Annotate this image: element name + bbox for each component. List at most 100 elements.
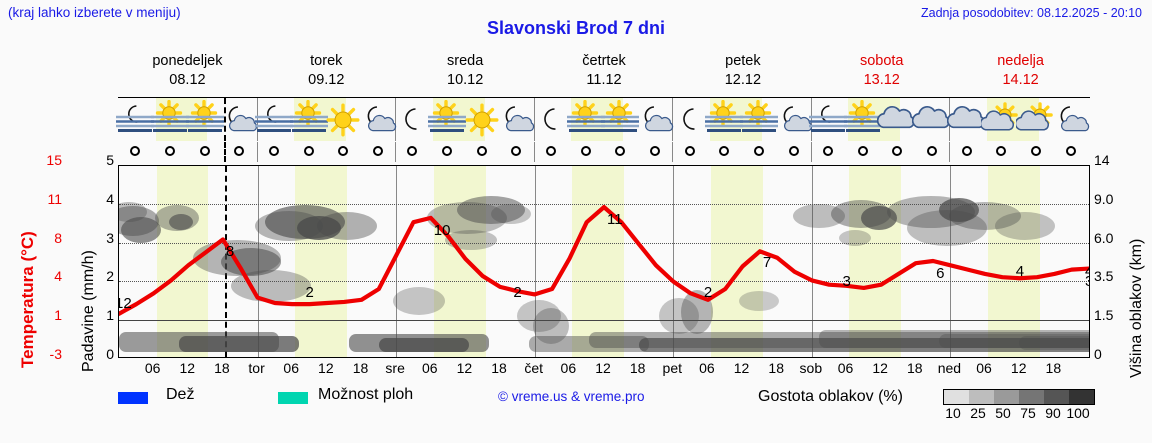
moon-fog-icon: [808, 100, 848, 140]
time-tick-label: 06: [421, 360, 438, 376]
day-header-2: torek 09.12: [257, 52, 396, 92]
hour-marker-dot: [234, 146, 245, 156]
weather-icon-strip: [115, 97, 1091, 141]
time-tick-label: sob: [799, 360, 823, 376]
hour-marker-dot: [511, 146, 522, 156]
temperature-value-label: 6: [936, 265, 945, 282]
axis-tick-label: 4: [54, 268, 62, 285]
cloud-density-blob: [169, 214, 193, 230]
low-cloud-layer: [379, 338, 469, 352]
sun-fog-icon: [600, 99, 640, 140]
cloud-density-blob: [231, 270, 311, 302]
day-header-3: sreda 10.12: [396, 52, 535, 92]
hour-marker-row: [118, 142, 1090, 162]
daylight-band: [572, 166, 625, 357]
daylight-band: [295, 166, 348, 357]
time-tick-label: 06: [837, 360, 854, 376]
moon-icon: [392, 100, 432, 140]
low-cloud-layer: [819, 330, 1089, 348]
moon-fog-icon: [115, 100, 155, 140]
low-cloud-layer: [1019, 336, 1089, 350]
cloud-density-scale-labels: 10 25 50 75 90 100: [936, 405, 1106, 423]
cloud-density-blob: [393, 287, 445, 315]
day-separator: [672, 98, 674, 141]
cloud-density-step-label: 90: [1045, 405, 1061, 421]
grid-line: [119, 242, 1089, 244]
time-tick-label: tor: [248, 360, 265, 376]
moon-icon: [531, 100, 571, 140]
cloud-density-blob: [119, 202, 147, 222]
time-tick-label: 12: [872, 360, 888, 376]
time-tick-label: 18: [491, 360, 507, 376]
time-tick-label: 06: [560, 360, 577, 376]
cloud-height-axis-ticks: 14 9.0 6.0 3.5 1.5 0: [1092, 152, 1132, 375]
day-date: 11.12: [586, 72, 622, 88]
day-separator: [256, 98, 258, 141]
day-separator: [395, 98, 397, 141]
cloud-density-blob: [939, 198, 979, 222]
cloud-density-blob: [659, 298, 699, 334]
showers-legend-swatch: [278, 392, 308, 404]
day-header-6: sobota 13.12: [812, 52, 951, 92]
temperature-value-label: 7: [762, 254, 772, 272]
cloud-density-blob: [739, 291, 779, 311]
sun-fog-icon: [150, 99, 190, 140]
moon-cloud-icon: [1051, 100, 1091, 140]
cloud-density-step-label: 100: [1066, 405, 1090, 421]
time-tick-label: 18: [1045, 360, 1062, 376]
hour-marker-dot: [338, 146, 349, 156]
time-tick-label: 12: [595, 360, 611, 376]
cloud-density-step: [969, 390, 994, 404]
time-tick-label: 12: [179, 360, 196, 376]
time-tick-label: 18: [352, 360, 369, 376]
time-tick-label: pet: [662, 360, 683, 376]
time-tick-label: 06: [144, 360, 161, 376]
time-axis-ticks: 06 12 18 tor 06 12 18 sre 06 12 18 čet 06 12 18 pet 06 12…: [118, 360, 1090, 380]
last-updated-text: Zadnja posodobitev: 08.12.2025 - 20:10: [920, 6, 1142, 20]
temperature-value-label: 4: [1085, 263, 1089, 280]
axis-tick-label: 15: [46, 152, 62, 168]
time-tick-label: ned: [937, 360, 962, 376]
axis-tick-label: 11: [47, 190, 62, 207]
weather-chart-plot: 12821021127364534: [118, 165, 1090, 358]
page-title: Slavonski Brod 7 dni: [486, 18, 666, 38]
cloud-density-title: Gostota oblakov (%): [758, 388, 903, 405]
day-header-5: petek 12.12: [673, 52, 812, 92]
temperature-value-label: 2: [703, 284, 713, 302]
temperature-line: [119, 205, 1089, 316]
day-date: 08.12: [169, 72, 206, 88]
time-tick-label: 06: [699, 360, 715, 376]
day-separator: [396, 166, 398, 357]
cloud-density-step: [994, 390, 1019, 404]
moon-cloud-icon: [496, 100, 536, 140]
cloud-density-step: [944, 390, 969, 404]
sun-fog-icon: [289, 99, 329, 140]
day-separator: [672, 142, 674, 162]
cloud-density-step-label: 50: [995, 405, 1011, 421]
cloud-density-blob: [517, 300, 561, 332]
sun-fog-icon: [704, 99, 744, 140]
cloud-density-blob: [491, 204, 531, 224]
time-tick-label: 18: [906, 360, 923, 376]
day-header-4: četrtek 11.12: [535, 52, 674, 92]
grid-line: [119, 203, 1089, 205]
hour-marker-dot: [823, 146, 834, 156]
hour-marker-dot: [1031, 146, 1042, 156]
cloud-density-scale-bar: [943, 389, 1095, 405]
moon-icon: [670, 100, 710, 140]
low-cloud-layer: [639, 338, 1089, 352]
low-cloud-layer: [939, 334, 1089, 348]
temperature-value-label: 10: [433, 221, 451, 239]
temperature-value-label: 11: [607, 211, 623, 229]
cloud-density-blob: [839, 230, 871, 246]
hour-marker-dot: [996, 146, 1007, 156]
day-name: nedelja: [997, 53, 1044, 69]
time-tick-label: 06: [283, 360, 299, 376]
hour-marker-dot: [546, 146, 557, 156]
axis-tick-label: 3.5: [1094, 268, 1114, 285]
day-name: sreda: [447, 53, 484, 69]
day-separator: [534, 166, 536, 357]
day-separator: [256, 142, 258, 162]
cloud-density-blob: [533, 308, 569, 344]
cloud-sun-icon: [980, 100, 1021, 140]
